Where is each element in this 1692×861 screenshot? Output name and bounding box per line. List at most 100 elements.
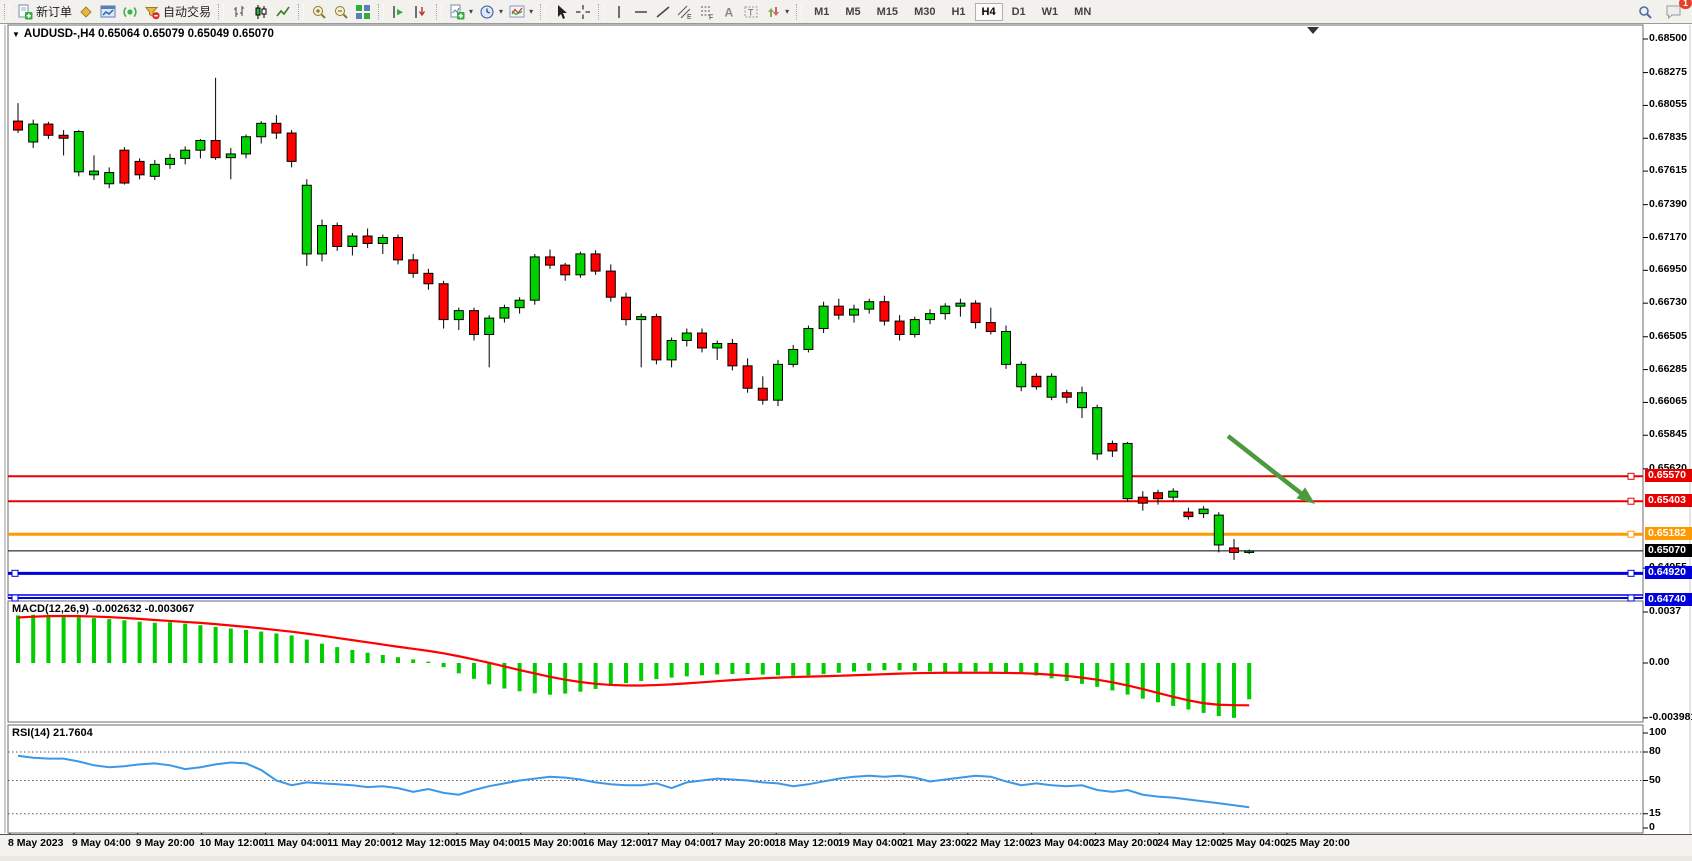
search-button[interactable] — [1634, 2, 1656, 22]
styler-button[interactable] — [75, 2, 97, 22]
signals-button[interactable] — [119, 2, 141, 22]
line-handle[interactable] — [11, 569, 19, 577]
cursor-button[interactable] — [550, 2, 572, 22]
trendline-button[interactable] — [652, 2, 674, 22]
crosshair-icon — [575, 4, 591, 20]
new-chart-button[interactable]: ▾ — [446, 2, 476, 22]
timeframe-m1-button[interactable]: M1 — [814, 5, 830, 18]
timeframe-h1-button[interactable]: H1 — [951, 5, 966, 18]
candlestick-button[interactable] — [250, 2, 272, 22]
svg-text:F: F — [709, 14, 713, 20]
price-tick-label: 0.67835 — [1649, 131, 1687, 144]
price-tick-label: 0.66950 — [1649, 263, 1687, 276]
candle-body — [940, 305, 951, 315]
templates-button[interactable]: ▾ — [506, 2, 536, 22]
line-handle[interactable] — [1627, 569, 1635, 577]
candle-body — [879, 301, 890, 322]
channel-icon: E — [677, 4, 693, 20]
candle-body — [1092, 407, 1103, 455]
candle-body — [1198, 508, 1209, 515]
line-handle[interactable] — [1627, 472, 1635, 480]
new-order-button[interactable]: 新订单 — [14, 2, 75, 22]
macd-signal-line — [17, 614, 1250, 707]
chart-window[interactable]: ▼ AUDUSD-,H4 0.65064 0.65079 0.65049 0.65… — [0, 24, 1692, 861]
indicator-add-button[interactable] — [410, 2, 432, 22]
timeframe-d1-button[interactable]: D1 — [1011, 5, 1026, 18]
shift-marker-icon[interactable] — [1307, 27, 1319, 34]
timeframe-mn-button[interactable]: MN — [1074, 5, 1092, 18]
timeframe-m15-button[interactable]: M15 — [876, 5, 899, 18]
candle-body — [1137, 496, 1148, 504]
indicator-window-button[interactable] — [388, 2, 410, 22]
toolbar-grip[interactable] — [4, 3, 10, 20]
candle-body — [13, 120, 23, 131]
autotrading-button[interactable]: 自动交易 — [141, 2, 214, 22]
tile-windows-button[interactable] — [352, 2, 374, 22]
vertical-line-button[interactable] — [608, 2, 630, 22]
candle-body — [514, 299, 525, 309]
candle-body — [210, 139, 221, 159]
toolbar-grip[interactable] — [298, 3, 305, 20]
price-tick-label: 0.68055 — [1649, 98, 1687, 111]
arrows-button[interactable]: ▾ — [762, 2, 792, 22]
channel-button[interactable]: E — [674, 2, 696, 22]
text-button[interactable]: A — [718, 2, 740, 22]
charts-button[interactable] — [97, 2, 119, 22]
time-tick-label: 25 May 04:00 — [1221, 837, 1286, 849]
periods-button[interactable]: ▾ — [476, 2, 506, 22]
candle-body — [28, 123, 39, 143]
candle-body — [560, 264, 571, 276]
toolbar-grip[interactable] — [378, 3, 385, 20]
candle-body — [1107, 442, 1118, 452]
toolbar-grip[interactable] — [436, 3, 443, 20]
candle-body — [909, 319, 920, 336]
toolbar-grip[interactable] — [218, 3, 225, 20]
line-handle[interactable] — [1627, 594, 1635, 602]
price-line-label: 0.65182 — [1645, 527, 1692, 541]
dropdown-caret-icon[interactable]: ▾ — [785, 7, 790, 16]
candle-body — [925, 313, 935, 321]
line-handle[interactable] — [1627, 530, 1635, 538]
dropdown-caret-icon[interactable]: ▾ — [469, 7, 474, 16]
toolbar-grip[interactable] — [540, 3, 547, 20]
panel-frame — [7, 724, 1644, 834]
bar-chart-button[interactable] — [228, 2, 250, 22]
candle-body — [423, 272, 434, 285]
candle-body — [362, 235, 373, 244]
rsi-tick-label: 50 — [1649, 773, 1661, 786]
dropdown-caret-icon[interactable]: ▾ — [529, 7, 534, 16]
fibonacci-button[interactable]: F — [696, 2, 718, 22]
timeframe-h4-button[interactable]: H4 — [974, 2, 1003, 21]
trend-arrow[interactable] — [1226, 434, 1309, 500]
line-chart-button[interactable] — [272, 2, 294, 22]
tile-windows-icon — [355, 4, 371, 20]
horizontal-line-button[interactable] — [630, 2, 652, 22]
timeframe-w1-button[interactable]: W1 — [1041, 5, 1059, 18]
timeframe-m5-button[interactable]: M5 — [845, 5, 861, 18]
dropdown-caret-icon[interactable]: ▾ — [499, 7, 504, 16]
candle-body — [803, 328, 814, 350]
candle-body — [818, 305, 829, 330]
zoom-in-button[interactable] — [308, 2, 330, 22]
line-handle[interactable] — [1627, 497, 1635, 505]
macd-tick-label: -0.003981 — [1649, 710, 1692, 723]
hline-icon — [633, 4, 649, 20]
toolbar-grip[interactable] — [796, 3, 803, 20]
candle-body — [499, 307, 510, 319]
toolbar-grip[interactable] — [598, 3, 605, 20]
candle-body — [985, 322, 996, 333]
notifications-button[interactable]: 1 — [1662, 0, 1692, 22]
notification-badge: 1 — [1678, 0, 1692, 9]
chevron-down-icon[interactable]: ▼ — [12, 30, 20, 39]
line-handle[interactable] — [11, 594, 19, 602]
time-tick-label: 17 May 04:00 — [646, 837, 712, 849]
text-label-button[interactable]: T — [740, 2, 762, 22]
candle-body — [757, 387, 768, 401]
crosshair-button[interactable] — [572, 2, 594, 22]
chart-plot[interactable] — [0, 24, 1692, 861]
zoom-out-button[interactable] — [330, 2, 352, 22]
new-chart-icon — [449, 4, 465, 20]
new-order-icon — [17, 4, 33, 20]
timeframe-m30-button[interactable]: M30 — [914, 5, 936, 18]
rsi-indicator-label: RSI(14) 21.7604 — [12, 727, 93, 739]
